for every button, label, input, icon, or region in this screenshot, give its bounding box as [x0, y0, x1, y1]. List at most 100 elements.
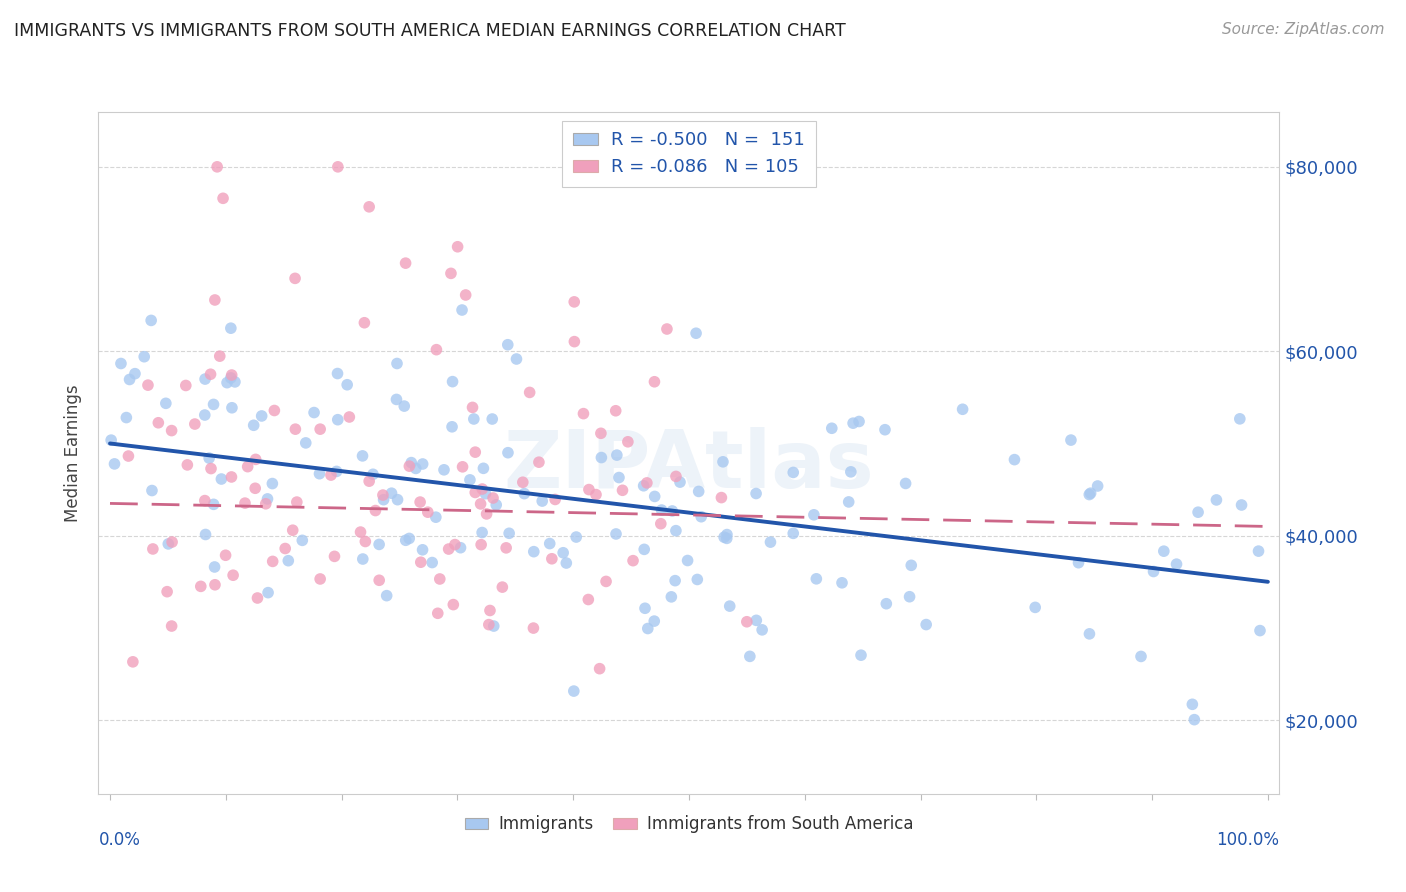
Point: [212, 191, 235, 205]
Legend: Immigrants, Immigrants from South America: Immigrants, Immigrants from South Americ…: [458, 809, 920, 840]
Point: [309, 572, 332, 586]
Point: [122, 655, 145, 669]
Point: [256, 491, 278, 506]
Point: [354, 534, 377, 549]
Point: [219, 371, 242, 385]
Point: [481, 412, 503, 426]
Point: [588, 662, 610, 676]
Point: [160, 619, 183, 633]
Point: [637, 622, 659, 636]
Point: [416, 505, 439, 519]
Point: [576, 592, 599, 607]
Point: [359, 474, 381, 488]
Point: [219, 321, 242, 335]
Point: [1230, 498, 1253, 512]
Point: [441, 419, 464, 434]
Point: [782, 466, 804, 480]
Point: [655, 322, 678, 336]
Point: [284, 271, 307, 285]
Point: [482, 619, 505, 633]
Point: [621, 554, 644, 568]
Point: [336, 377, 359, 392]
Point: [349, 524, 371, 539]
Point: [409, 495, 432, 509]
Point: [474, 487, 496, 501]
Point: [326, 367, 349, 381]
Point: [915, 617, 938, 632]
Point: [898, 590, 921, 604]
Point: [464, 445, 486, 459]
Point: [759, 535, 782, 549]
Point: [842, 416, 865, 430]
Point: [472, 461, 495, 475]
Point: [236, 459, 259, 474]
Point: [326, 413, 349, 427]
Point: [470, 497, 492, 511]
Point: [202, 397, 225, 411]
Point: [450, 541, 472, 555]
Y-axis label: Median Earnings: Median Earnings: [65, 384, 83, 522]
Point: [498, 526, 520, 541]
Point: [394, 399, 416, 413]
Point: [274, 541, 297, 556]
Point: [371, 488, 394, 502]
Point: [952, 402, 974, 417]
Point: [711, 455, 734, 469]
Point: [849, 648, 872, 663]
Point: [425, 510, 447, 524]
Point: [368, 537, 391, 551]
Point: [277, 554, 299, 568]
Point: [565, 530, 588, 544]
Point: [222, 568, 245, 582]
Point: [538, 536, 561, 550]
Point: [440, 266, 463, 280]
Point: [285, 495, 308, 509]
Point: [1078, 627, 1101, 641]
Point: [1187, 505, 1209, 519]
Point: [325, 464, 347, 478]
Point: [464, 485, 486, 500]
Point: [1249, 624, 1271, 638]
Point: [617, 434, 640, 449]
Point: [208, 349, 231, 363]
Point: [562, 684, 585, 698]
Point: [373, 492, 395, 507]
Point: [585, 487, 607, 501]
Point: [505, 351, 527, 366]
Point: [894, 476, 917, 491]
Point: [745, 486, 768, 500]
Point: [458, 473, 481, 487]
Point: [513, 486, 536, 500]
Point: [352, 552, 374, 566]
Point: [326, 160, 349, 174]
Point: [262, 554, 284, 568]
Point: [848, 415, 870, 429]
Point: [405, 461, 427, 475]
Point: [634, 601, 657, 615]
Point: [291, 533, 314, 548]
Point: [1078, 487, 1101, 501]
Point: [1153, 544, 1175, 558]
Text: IMMIGRANTS VS IMMIGRANTS FROM SOUTH AMERICA MEDIAN EARNINGS CORRELATION CHART: IMMIGRANTS VS IMMIGRANTS FROM SOUTH AMER…: [14, 22, 846, 40]
Point: [838, 495, 860, 509]
Point: [412, 542, 434, 557]
Point: [595, 574, 617, 589]
Point: [337, 409, 360, 424]
Point: [1229, 412, 1251, 426]
Point: [308, 467, 330, 481]
Point: [246, 591, 269, 605]
Point: [633, 479, 655, 493]
Point: [124, 367, 146, 381]
Point: [643, 614, 665, 628]
Point: [157, 537, 180, 551]
Point: [245, 452, 267, 467]
Point: [519, 385, 541, 400]
Point: [578, 483, 600, 497]
Point: [451, 303, 474, 318]
Point: [425, 343, 447, 357]
Point: [204, 578, 226, 592]
Point: [644, 490, 666, 504]
Point: [540, 551, 562, 566]
Point: [353, 316, 375, 330]
Point: [1142, 565, 1164, 579]
